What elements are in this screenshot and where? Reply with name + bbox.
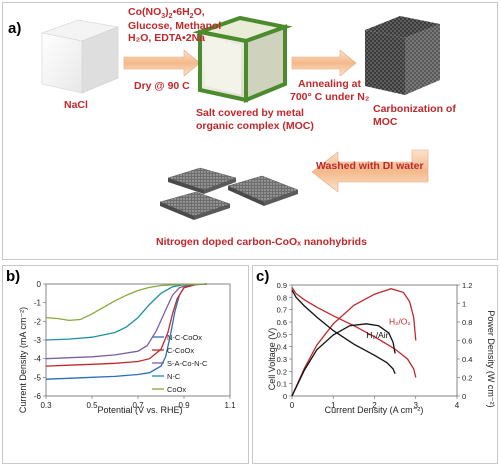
panel-c-frame (252, 265, 498, 464)
chart-b-ytick-label: -6 (34, 392, 42, 401)
chart-c-ytick-label: 0 (283, 392, 287, 401)
reagents-line-3: H₂O, EDTA•2Na (128, 32, 205, 44)
chart-c-ytick-label: 0.5 (277, 330, 287, 339)
chart-c-ytick-label: 0.2 (277, 367, 287, 376)
chart-c-y2tick-label: 0.8 (462, 318, 472, 327)
chart-c-ytick-label: 0.7 (277, 306, 287, 315)
reagents-line-2: Glucose, Methanol (128, 20, 222, 32)
chart-c-series-line (291, 289, 396, 375)
anneal-label-line-2: 700° C under N₂ (290, 91, 370, 103)
chart-c-y2tick-label: 0.6 (462, 337, 472, 346)
chart-b-series-line (45, 283, 208, 322)
chart-c-ytick-label: 0.9 (277, 281, 287, 290)
chart-c-xtick-label: 4 (455, 401, 460, 410)
reagents-part-4: O, (193, 6, 205, 18)
chart-c-annotation-h2-air: H₂/Air (366, 330, 388, 340)
reagents-sub-1: 3 (161, 13, 166, 21)
chart-b-xtick-label: 0.5 (86, 401, 98, 410)
reagents-sub-3: 2 (189, 13, 194, 21)
chart-c-xtick-label: 1 (331, 401, 336, 410)
chart-c-xtick-label: 3 (414, 401, 419, 410)
chart-c-xlabel: Current Density (A cm⁻²) (325, 405, 424, 415)
chart-c: Cell Voltage (V) Power Density (W cm⁻²) … (267, 281, 496, 415)
arrow-1 (123, 49, 201, 77)
chart-b: Current Density (mA cm⁻²) Potential (V v… (18, 280, 236, 415)
chart-c-ylabel: Cell Voltage (V) (267, 328, 277, 391)
panel-a-drawing (40, 15, 440, 220)
chart-c-ytick-label: 0.1 (277, 380, 287, 389)
carbonization-label-line-2: MOC (373, 116, 398, 128)
moc-coated-cube (192, 15, 293, 103)
chart-b-legend-label: N-C (167, 372, 181, 381)
chart-b-ylabel: Current Density (mA cm⁻²) (18, 307, 28, 413)
chart-c-series-line (291, 287, 417, 378)
chart-b-ytick-label: -1 (34, 299, 42, 308)
chart-b-xtick-label: 0.3 (40, 401, 52, 410)
carbonization-label-line-1: Carbonization of (373, 103, 456, 115)
chart-b-legend-label: S-A-Co-N-C (167, 359, 208, 368)
chart-b-plot-area (45, 283, 231, 397)
carbon-cube (365, 16, 440, 95)
chart-c-plot-area (291, 284, 458, 397)
nacl-label: NaCl (64, 99, 88, 111)
chart-c-y2tick-label: 0 (462, 392, 466, 401)
chart-c-annotation-h2-o2: H₂/O₂ (389, 316, 411, 326)
chart-b-ytick-label: -5 (34, 373, 42, 382)
chart-c-ytick-label: 0.6 (277, 318, 287, 327)
moc-label-line-1: Salt covered by metal (196, 107, 304, 119)
chart-c-y2tick-label: 0.2 (462, 374, 472, 383)
chart-c-y2tick-label: 1 (462, 300, 466, 309)
washed-label: Washed with DI water (316, 160, 424, 172)
panel-a-frame (2, 2, 498, 260)
chart-b-series-line (45, 283, 208, 360)
reagents-part-3: •6H (172, 6, 190, 18)
nanosheets (159, 167, 299, 220)
chart-c-ytick-label: 0.4 (277, 343, 287, 352)
moc-label-line-2: organic complex (MOC) (196, 120, 314, 132)
chart-b-ytick-label: -2 (34, 317, 42, 326)
anneal-label-line-1: Annealing at (298, 78, 362, 90)
reagents-part-2: ) (165, 6, 169, 18)
chart-c-xtick-label: 2 (372, 401, 377, 410)
chart-c-y2tick-label: 1.2 (462, 281, 472, 290)
chart-b-series-line (45, 283, 208, 341)
arrow-2 (291, 49, 357, 77)
panel-b-frame (2, 265, 249, 464)
return-arrow (311, 149, 429, 193)
chart-c-y2label: Power Density (W cm⁻²) (486, 310, 496, 407)
chart-b-legend-label: CoOx (167, 385, 186, 394)
nacl-cube (40, 19, 120, 94)
chart-c-ytick-label: 0.3 (277, 355, 287, 364)
chart-b-xtick-label: 0.7 (132, 401, 144, 410)
product-label: Nitrogen doped carbon-CoOₓ nanohybrids (156, 236, 367, 248)
chart-b-legend-label: C-CoOx (167, 346, 194, 355)
chart-c-ytick-label: 0.8 (277, 293, 287, 302)
chart-b-ytick-label: -3 (34, 336, 42, 345)
reagents-line-1: Co(NO3)2•6H2O, (128, 6, 205, 23)
chart-c-series-line (291, 288, 417, 397)
chart-b-ytick-label: 0 (37, 280, 42, 289)
chart-c-xtick-label: 0 (290, 401, 295, 410)
panel-b-label: b) (6, 268, 21, 285)
dry-label: Dry @ 90 C (134, 80, 190, 92)
reagents-part-1: Co(NO (128, 6, 162, 18)
chart-b-xtick-label: 1.1 (224, 401, 236, 410)
chart-b-xlabel: Potential (V vs. RHE) (97, 405, 182, 415)
chart-b-ytick-label: -4 (34, 355, 42, 364)
reagents-sub-2: 2 (168, 13, 173, 21)
chart-b-xtick-label: 0.9 (178, 401, 190, 410)
panel-a-label: a) (8, 20, 22, 37)
chart-c-y2tick-label: 0.4 (462, 355, 472, 364)
panel-c-label: c) (256, 268, 270, 285)
chart-c-series-line (291, 323, 396, 397)
chart-b-series-line (45, 283, 208, 367)
chart-b-legend-label: N-C-CoOx (167, 333, 202, 342)
